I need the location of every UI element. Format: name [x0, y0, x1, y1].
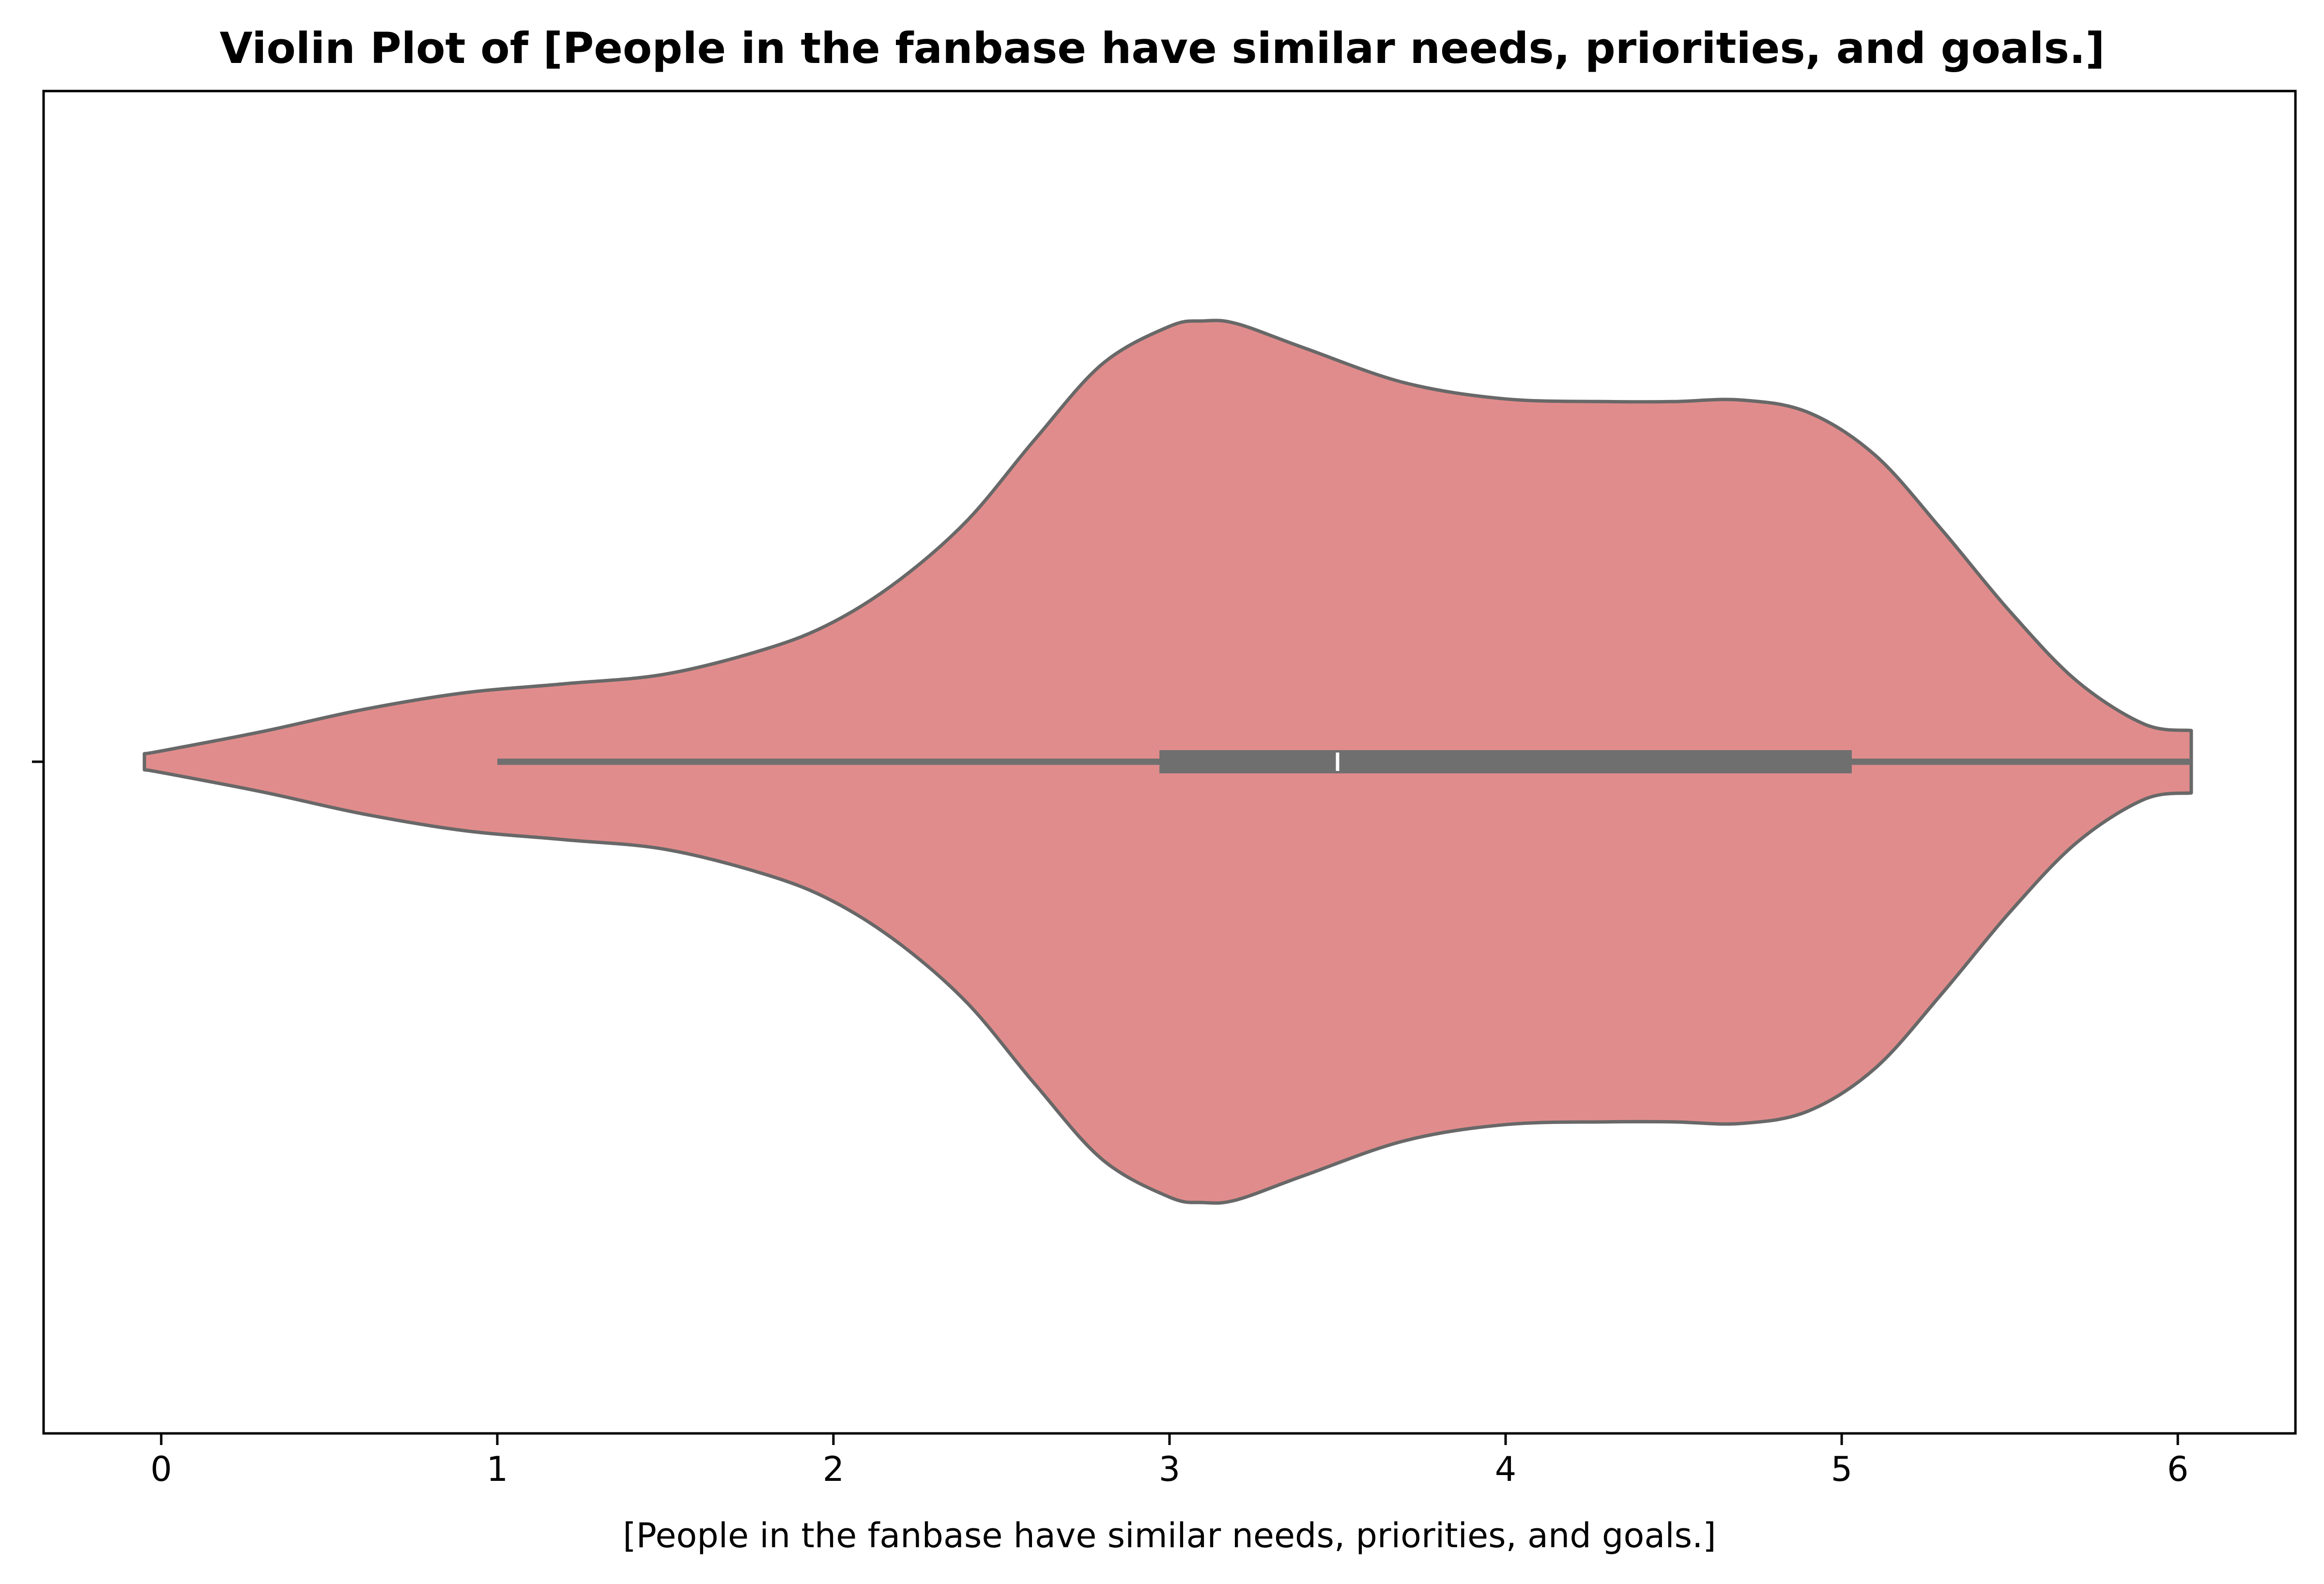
x-tick-label: 3	[1159, 1449, 1181, 1489]
x-tick-label: 0	[151, 1449, 172, 1489]
x-tick-label: 5	[1831, 1449, 1853, 1489]
x-tick-label: 6	[2167, 1449, 2189, 1489]
chart-title: Violin Plot of [People in the fanbase ha…	[220, 23, 2105, 73]
iqr-box	[1159, 750, 1852, 773]
x-tick-label: 1	[487, 1449, 508, 1489]
x-tick-label: 2	[823, 1449, 845, 1489]
plot-area	[142, 319, 2193, 1205]
x-axis-label: [People in the fanbase have similar need…	[623, 1516, 1716, 1555]
plot-frame	[42, 90, 2297, 1435]
x-axis: 0 1 2 3 4 5 6	[32, 760, 2189, 1489]
x-tick-label: 4	[1495, 1449, 1517, 1489]
